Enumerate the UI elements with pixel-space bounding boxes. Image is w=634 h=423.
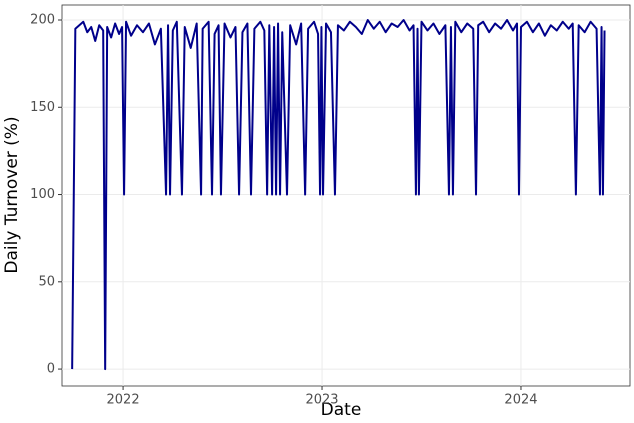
x-tick-label: 2023: [305, 393, 338, 408]
x-tick-label: 2022: [107, 393, 140, 408]
data-line: [71, 19, 606, 371]
y-tick-label: 0: [47, 362, 55, 377]
y-tick-label: 200: [30, 13, 55, 28]
x-tick-label: 2024: [504, 393, 537, 408]
y-tick-label: 50: [38, 274, 55, 289]
panel-border: [61, 4, 631, 387]
x-axis-title: Date: [321, 400, 362, 420]
y-tick-label: 150: [30, 100, 55, 115]
y-tick-label: 100: [30, 187, 55, 202]
y-axis-title: Daily Turnover (%): [2, 116, 22, 273]
